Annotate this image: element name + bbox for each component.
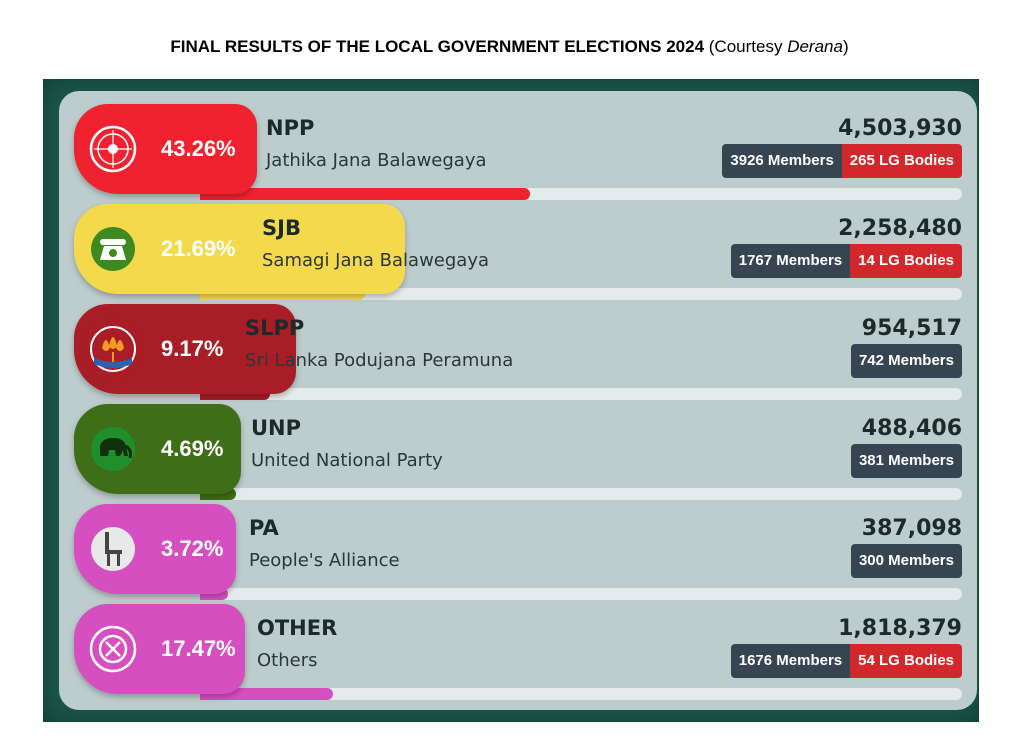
vote-percentage: 17.47% <box>161 636 236 661</box>
lg-bodies-count: 14 LG Bodies <box>850 244 962 278</box>
party-full-name: Jathika Jana Balawegaya <box>266 150 487 171</box>
progress-track <box>200 588 962 600</box>
vote-percentage: 21.69% <box>161 236 236 261</box>
party-abbreviation: NPP <box>266 116 315 140</box>
vote-percentage: 3.72% <box>161 536 224 561</box>
party-row-sjb: 21.69% SJB Samagi Jana Balawegaya 2,258,480… <box>0 204 1019 300</box>
party-full-name: Samagi Jana Balawegaya <box>262 250 490 271</box>
party-row-npp: 43.26% NPP Jathika Jana Balawegaya 4,503,93… <box>0 104 1019 200</box>
vote-count: 1,818,379 <box>838 616 962 641</box>
members-count: 742 Members <box>850 344 962 378</box>
seat-tags: 381 Members <box>850 444 962 478</box>
percentage-badge: 4.69% <box>74 404 241 494</box>
telephone-icon <box>82 218 144 280</box>
vote-count: 954,517 <box>861 316 962 341</box>
lotus-bud-icon <box>82 318 144 380</box>
cross-ballot-icon <box>82 618 144 680</box>
party-row-slpp: 9.17% SLPP Sri Lanka Podujana Peramuna 954,… <box>0 304 1019 400</box>
vote-percentage: 4.69% <box>161 436 224 461</box>
page-title-source: Derana <box>787 37 843 56</box>
members-count: 300 Members <box>850 544 962 578</box>
party-abbreviation: OTHER <box>257 616 338 640</box>
party-row-unp: 4.69% UNP United National Party 488,406 381 … <box>0 404 1019 500</box>
party-full-name: Sri Lanka Podujana Peramuna <box>245 350 514 371</box>
page-title-courtesy: (Courtesy <box>704 37 788 56</box>
members-count: 3926 Members <box>722 144 842 178</box>
compass-icon <box>82 118 144 180</box>
progress-track <box>200 688 962 700</box>
lg-bodies-count: 54 LG Bodies <box>850 644 962 678</box>
progress-track <box>200 388 962 400</box>
vote-percentage: 43.26% <box>161 136 236 161</box>
party-full-name: Others <box>257 650 318 671</box>
party-row-pa: 3.72% PA People's Alliance 387,098 300 Membe… <box>0 504 1019 600</box>
party-abbreviation: PA <box>249 516 279 540</box>
party-abbreviation: SJB <box>262 216 301 240</box>
page-title: FINAL RESULTS OF THE LOCAL GOVERNMENT EL… <box>0 37 1019 57</box>
members-count: 381 Members <box>850 444 962 478</box>
party-full-name: United National Party <box>251 450 443 471</box>
elephant-icon <box>82 418 144 480</box>
vote-count: 387,098 <box>861 516 962 541</box>
party-abbreviation: SLPP <box>245 316 305 340</box>
seat-tags: 1676 Members 54 LG Bodies <box>730 644 962 678</box>
progress-track <box>200 488 962 500</box>
members-count: 1676 Members <box>730 644 851 678</box>
seat-tags: 742 Members <box>850 344 962 378</box>
party-full-name: People's Alliance <box>249 550 400 571</box>
progress-fill <box>200 188 530 200</box>
seat-tags: 300 Members <box>850 544 962 578</box>
percentage-badge: 9.17% <box>74 304 296 394</box>
party-abbreviation: UNP <box>251 416 302 440</box>
page-title-close: ) <box>842 37 849 56</box>
percentage-badge: 43.26% <box>74 104 257 194</box>
seat-tags: 1767 Members 14 LG Bodies <box>730 244 962 278</box>
members-count: 1767 Members <box>730 244 851 278</box>
vote-count: 2,258,480 <box>838 216 962 241</box>
vote-count: 4,503,930 <box>838 116 962 141</box>
percentage-badge: 21.69% <box>74 204 405 294</box>
percentage-badge: 17.47% <box>74 604 245 694</box>
page-title-main: FINAL RESULTS OF THE LOCAL GOVERNMENT EL… <box>170 37 705 56</box>
vote-count: 488,406 <box>861 416 962 441</box>
chair-icon <box>82 518 144 580</box>
seat-tags: 3926 Members 265 LG Bodies <box>722 144 962 178</box>
vote-percentage: 9.17% <box>161 336 224 361</box>
party-row-other: 17.47% OTHER Others 1,818,379 1676 Members 54… <box>0 604 1019 700</box>
lg-bodies-count: 265 LG Bodies <box>841 144 962 178</box>
percentage-badge: 3.72% <box>74 504 236 594</box>
